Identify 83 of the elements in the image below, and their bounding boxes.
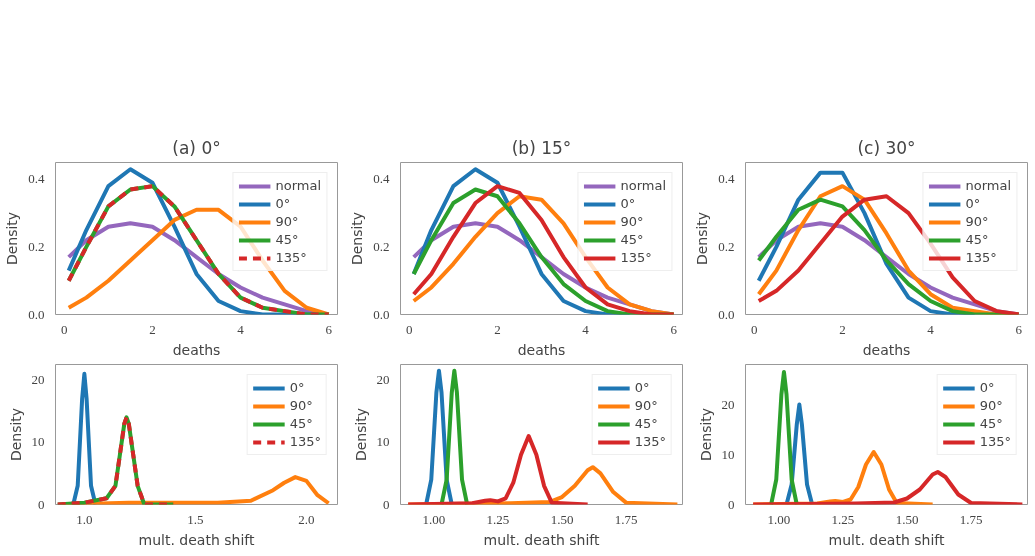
x-axis-title: deaths (517, 341, 566, 358)
x-tick-label: 2 (839, 321, 846, 337)
x-tick-label: 2 (149, 321, 156, 337)
legend-label: 90° (634, 398, 658, 413)
x-tick-label: 6 (325, 321, 333, 337)
legend-label: 135° (634, 434, 666, 449)
x-tick-label: 1.00 (767, 511, 791, 527)
legend-label: 0° (979, 380, 996, 395)
x-tick-label: 0 (751, 321, 758, 337)
x-axis-title: mult. death shift (483, 531, 600, 548)
x-tick-label: 0 (406, 321, 413, 337)
y-tick-label: 0.4 (28, 171, 45, 187)
chart-title: (c) 30° (857, 137, 916, 158)
y-tick-label: 20 (376, 372, 390, 388)
legend-label: 45° (275, 232, 299, 247)
x-tick-label: 2 (494, 321, 501, 337)
x-tick-label: 6 (1015, 321, 1023, 337)
x-tick-label: 1.50 (895, 511, 919, 527)
y-tick-label: 0 (38, 496, 45, 512)
y-tick-label: 0 (728, 496, 735, 512)
legend-label: 135° (979, 434, 1011, 449)
legend-label: 45° (965, 232, 989, 247)
legend-label: 0° (634, 380, 651, 395)
x-tick-label: 2.0 (298, 511, 315, 527)
x-tick-label: 4 (927, 321, 935, 337)
legend-label: 0° (965, 196, 982, 211)
y-tick-label: 0.0 (718, 306, 735, 322)
y-tick-label: 0.2 (718, 238, 735, 254)
x-tick-label: 1.0 (76, 511, 93, 527)
y-tick-label: 20 (721, 396, 735, 412)
legend-label: 90° (275, 214, 299, 229)
y-tick-label: 10 (376, 434, 390, 450)
legend-label: 45° (979, 416, 1003, 431)
y-tick-label: 10 (31, 434, 45, 450)
y-tick-label: 0.0 (373, 306, 390, 322)
y-axis-title: Density (4, 211, 21, 266)
y-axis-title: Density (697, 407, 714, 462)
x-axis-title: deaths (172, 341, 221, 358)
y-axis-title: Density (7, 407, 24, 462)
legend-label: 135° (965, 250, 997, 265)
x-tick-label: 0 (61, 321, 68, 337)
chart-title: (b) 15° (511, 137, 572, 158)
legend-label: 90° (620, 214, 644, 229)
x-axis-title: deaths (862, 341, 911, 358)
legend-label: 45° (289, 416, 313, 431)
x-tick-label: 1.25 (486, 511, 510, 527)
x-tick-label: 4 (237, 321, 245, 337)
legend-label: 90° (289, 398, 313, 413)
legend-label: normal (275, 178, 321, 193)
x-tick-label: 4 (582, 321, 590, 337)
legend-label: 90° (979, 398, 1003, 413)
x-axis-title: mult. death shift (138, 531, 255, 548)
legend-label: 0° (620, 196, 637, 211)
legend-label: normal (965, 178, 1011, 193)
chart-title: (a) 0° (172, 137, 221, 158)
legend-label: 45° (634, 416, 658, 431)
y-tick-label: 20 (31, 372, 45, 388)
legend-label: 0° (275, 196, 292, 211)
x-tick-label: 1.50 (550, 511, 574, 527)
x-tick-label: 1.75 (959, 511, 983, 527)
y-tick-label: 0 (383, 496, 390, 512)
x-tick-label: 1.5 (187, 511, 204, 527)
y-axis-title: Density (349, 211, 366, 266)
x-tick-label: 1.25 (831, 511, 855, 527)
y-axis-title: Density (352, 407, 369, 462)
legend-label: 90° (965, 214, 989, 229)
y-tick-label: 0.2 (28, 238, 45, 254)
legend-label: normal (620, 178, 666, 193)
y-tick-label: 10 (721, 446, 735, 462)
x-axis-title: mult. death shift (828, 531, 945, 548)
x-tick-label: 1.75 (614, 511, 638, 527)
y-tick-label: 0.2 (373, 238, 390, 254)
y-tick-label: 0.4 (373, 171, 390, 187)
x-tick-label: 1.00 (422, 511, 446, 527)
legend-label: 45° (620, 232, 644, 247)
x-tick-label: 6 (670, 321, 678, 337)
y-tick-label: 0.0 (28, 306, 45, 322)
legend-label: 135° (289, 434, 321, 449)
legend-label: 135° (275, 250, 307, 265)
legend-label: 135° (620, 250, 652, 265)
y-tick-label: 0.4 (718, 171, 735, 187)
y-axis-title: Density (694, 211, 711, 266)
legend-label: 0° (289, 380, 306, 395)
